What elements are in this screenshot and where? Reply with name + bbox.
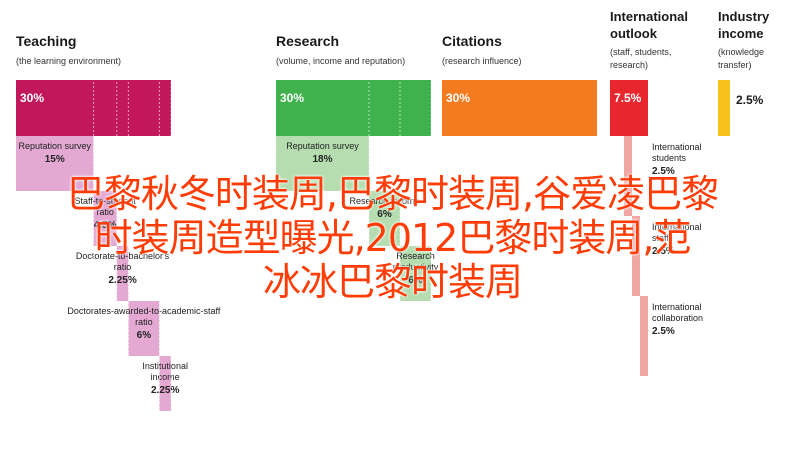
component-value-research-2: 6%: [377, 209, 392, 220]
category-subtitle-industry-line-2: transfer): [718, 60, 752, 70]
watermark-overlay-text: 巴黎秋冬时装周,巴黎时装周,谷爱凌巴黎 时装周造型曝光,2012巴黎时装周,范 …: [66, 172, 719, 304]
component-label-research-3-line-1: Research: [396, 251, 435, 261]
component-value-research-3: 6%: [408, 275, 423, 286]
component-label-international-1-line-2: students: [652, 153, 687, 163]
component-bar-research-3: [400, 246, 431, 301]
category-subtitle-international-line-1: (staff, students,: [610, 47, 671, 57]
category-title-teaching: Teaching: [16, 33, 76, 49]
total-bar-international: [610, 80, 648, 136]
component-label-international-1-line-1: International: [652, 142, 702, 152]
component-label-international-3-line-2: collaboration: [652, 313, 703, 323]
component-label-teaching-4-line-1: Doctorates-awarded-to-academic-staff: [67, 306, 220, 316]
component-value-teaching-3: 2.25%: [108, 275, 136, 286]
component-bar-research-2: [369, 191, 400, 246]
total-bar-citations: [442, 80, 597, 136]
component-value-teaching-2: 4.5%: [94, 220, 117, 231]
component-bar-international-3: [640, 296, 648, 376]
total-label-citations: 30%: [446, 91, 470, 105]
category-title-industry-line-1: Industry: [718, 9, 770, 24]
component-bar-international-2: [632, 216, 640, 296]
component-value-international-2: 2.5%: [652, 246, 675, 257]
component-label-teaching-2-line-2: ratio: [96, 207, 114, 217]
component-bar-teaching-4: [128, 301, 160, 356]
component-bar-research-1: [276, 136, 369, 191]
component-bar-teaching-2: [93, 191, 117, 246]
component-label-research-2-line-1: Research income: [349, 196, 419, 206]
component-label-research-3-line-2: productivity: [393, 262, 439, 272]
category-subtitle-teaching: (the learning environment): [16, 56, 121, 66]
total-label-industry: 2.5%: [736, 93, 764, 107]
category-title-international-line-2: outlook: [610, 26, 658, 41]
category-subtitle-citations: (research influence): [442, 56, 522, 66]
component-label-international-2-line-1: International: [652, 222, 702, 232]
category-title-research: Research: [276, 33, 339, 49]
component-label-teaching-3-line-2: ratio: [114, 262, 132, 272]
component-label-international-2-line-2: staff: [652, 233, 669, 243]
category-title-international-line-1: International: [610, 9, 688, 24]
component-label-international-3-line-1: International: [652, 302, 702, 312]
total-label-research: 30%: [280, 91, 304, 105]
component-bar-teaching-3: [116, 246, 129, 301]
component-label-teaching-5-line-2: income: [151, 372, 180, 382]
category-subtitle-research: (volume, income and reputation): [276, 56, 405, 66]
category-title-industry-line-2: income: [718, 26, 764, 41]
component-value-teaching-4: 6%: [137, 330, 152, 341]
component-label-teaching-5-line-1: Institutional: [142, 361, 188, 371]
component-value-teaching-1: 15%: [45, 154, 65, 165]
total-bar-industry: [718, 80, 730, 136]
component-label-teaching-1-line-1: Reputation survey: [18, 141, 91, 151]
component-bar-international-1: [624, 136, 632, 216]
category-subtitle-industry-line-1: (knowledge: [718, 47, 764, 57]
total-label-international: 7.5%: [614, 91, 642, 105]
component-value-international-1: 2.5%: [652, 166, 675, 177]
category-title-citations: Citations: [442, 33, 502, 49]
component-label-teaching-4-line-2: ratio: [135, 317, 153, 327]
component-label-teaching-3-line-1: Doctorate-to-bachelor's: [76, 251, 170, 261]
total-bar-research: [276, 80, 431, 136]
total-label-teaching: 30%: [20, 91, 44, 105]
component-value-research-1: 18%: [312, 154, 332, 165]
component-bar-teaching-1: [16, 136, 94, 191]
component-bar-teaching-5: [159, 356, 171, 411]
component-label-research-1-line-1: Reputation survey: [286, 141, 359, 151]
component-value-international-3: 2.5%: [652, 326, 675, 337]
component-value-teaching-5: 2.25%: [151, 385, 179, 396]
category-subtitle-international-line-2: research): [610, 60, 648, 70]
component-label-teaching-2-line-1: Staff-to-student: [74, 196, 136, 206]
